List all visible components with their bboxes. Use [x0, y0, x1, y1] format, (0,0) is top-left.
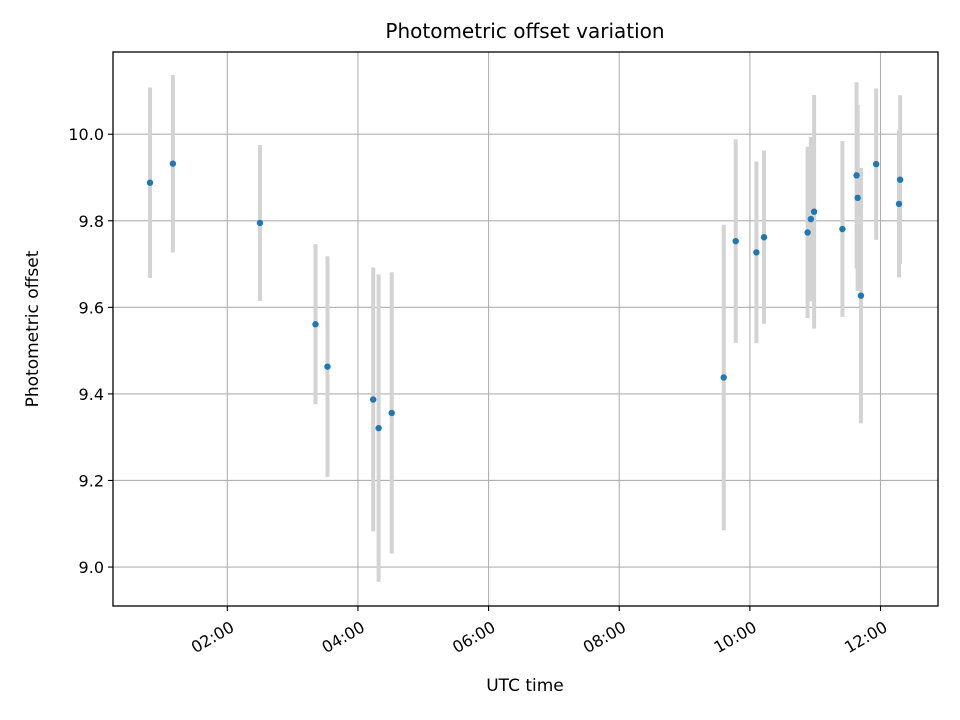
gridlines	[113, 52, 938, 606]
data-point	[388, 409, 395, 417]
data-point	[312, 321, 319, 328]
data-point	[760, 234, 768, 241]
data-point	[839, 225, 846, 233]
data-point	[324, 363, 331, 370]
y-axis-title: Photometric offset	[23, 250, 43, 407]
plot-frame	[112, 51, 939, 607]
data-point	[375, 424, 382, 432]
y-tick-label: 10.0	[68, 125, 104, 144]
data-points	[146, 160, 904, 432]
y-tick-label: 9.6	[79, 298, 104, 317]
y-axis-ticks: 9.0 9.2 9.4 9.6 9.8 10.0	[68, 125, 113, 577]
data-point	[720, 374, 727, 381]
y-tick-label: 9.8	[79, 212, 104, 231]
data-point	[895, 200, 903, 208]
x-axis-title: UTC time	[486, 676, 564, 696]
data-point	[810, 208, 818, 215]
data-point	[753, 249, 760, 256]
chart-title: Photometric offset variation	[385, 19, 664, 43]
data-point	[807, 215, 815, 223]
data-point	[732, 237, 739, 245]
data-point	[369, 396, 377, 403]
data-point	[854, 194, 861, 202]
data-point	[256, 219, 264, 227]
y-tick-label: 9.0	[79, 558, 104, 577]
data-point	[872, 160, 880, 168]
data-point	[169, 160, 177, 167]
data-point	[146, 179, 154, 186]
y-tick-label: 9.4	[79, 385, 104, 404]
data-point	[857, 292, 865, 299]
data-point	[853, 172, 860, 179]
data-point	[804, 229, 811, 236]
data-point	[896, 176, 904, 183]
y-tick-label: 9.2	[79, 471, 104, 490]
